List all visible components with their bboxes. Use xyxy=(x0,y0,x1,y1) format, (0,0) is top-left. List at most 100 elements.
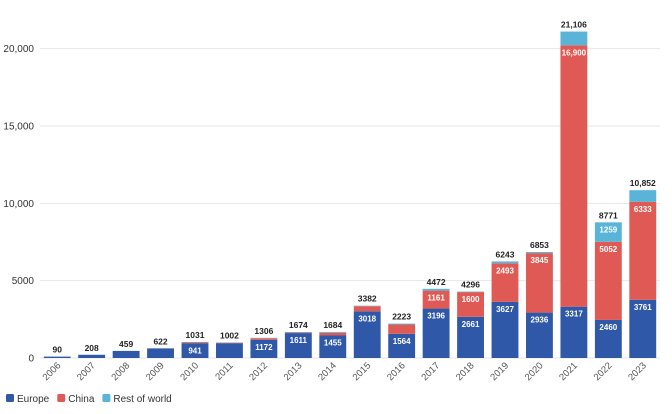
x-tick-label: 2019 xyxy=(488,360,511,383)
bar-segment-china xyxy=(319,332,347,336)
bar-total-label: 21,106 xyxy=(561,20,587,30)
bar-total-label: 1306 xyxy=(254,326,273,336)
bar-segment-europe xyxy=(43,356,71,358)
segment-value-label: 2936 xyxy=(531,316,549,325)
bar-total-label: 622 xyxy=(153,336,167,346)
bar-segment-china xyxy=(216,342,243,344)
bar-total-label: 3382 xyxy=(358,294,377,304)
segment-value-label: 2661 xyxy=(462,320,480,329)
bar-total-label: 1684 xyxy=(323,320,342,330)
bar-segment-china xyxy=(526,253,553,313)
legend-swatch xyxy=(6,394,14,402)
bar-segment-europe xyxy=(319,335,347,358)
bar-segment-china xyxy=(422,290,450,309)
bar-segment-europe xyxy=(457,316,484,358)
bar-segment-rest-of-world xyxy=(457,291,484,293)
bar-segment-rest-of-world xyxy=(526,252,553,254)
bar-segment-rest-of-world xyxy=(422,288,450,291)
segment-value-label: 3018 xyxy=(358,314,376,323)
segment-value-label: 3845 xyxy=(531,256,549,265)
bar-total-label: 6853 xyxy=(530,240,549,250)
segment-value-label: 16,900 xyxy=(562,48,587,57)
x-tick-label: 2018 xyxy=(454,360,477,383)
segment-value-label: 2460 xyxy=(599,323,617,332)
segment-value-label: 1611 xyxy=(290,336,308,345)
segment-value-label: 5052 xyxy=(599,245,617,254)
bar-total-label: 4296 xyxy=(461,280,480,290)
bar-segment-china xyxy=(181,342,209,344)
legend-label: Europe xyxy=(17,394,50,405)
y-tick-label: 20,000 xyxy=(3,44,34,55)
bar-segment-rest-of-world xyxy=(560,31,588,46)
bar-segment-europe xyxy=(594,319,622,358)
x-tick-label: 2020 xyxy=(523,360,546,383)
bar-total-label: 8771 xyxy=(599,210,618,220)
bar-segment-rest-of-world xyxy=(388,323,416,325)
x-axis: 2006 2007 2008 2009 2010 2011 2012 2013 2014 2015… xyxy=(41,360,649,383)
bar-segment-europe xyxy=(560,306,588,358)
segment-value-label: 2493 xyxy=(496,266,514,275)
legend: Europe China Rest of world xyxy=(6,394,172,405)
x-tick-label: 2006 xyxy=(41,360,64,383)
bar-segment-europe xyxy=(216,343,243,358)
bar-total-label: 459 xyxy=(119,339,133,349)
bar-segment-europe xyxy=(491,301,519,358)
bar-segment-europe xyxy=(629,299,657,358)
x-tick-label: 2022 xyxy=(592,360,615,383)
bar-segment-europe xyxy=(284,333,312,358)
segment-value-label: 3317 xyxy=(565,310,583,319)
bar-segment-rest-of-world xyxy=(216,342,243,344)
bar-segment-europe xyxy=(388,333,416,358)
bar-segment-china xyxy=(353,306,381,312)
bar-segment-china xyxy=(284,332,312,334)
bar-total-label: 4472 xyxy=(427,277,446,287)
bar-total-label: 1674 xyxy=(289,320,308,330)
x-tick-label: 2014 xyxy=(316,360,339,383)
bar-segment-rest-of-world xyxy=(284,332,312,333)
bar-segment-rest-of-world xyxy=(319,331,347,333)
bar-segment-rest-of-world xyxy=(594,222,622,242)
segment-value-label: 3761 xyxy=(634,303,652,312)
x-tick-label: 2010 xyxy=(178,360,201,383)
segment-value-label: 1455 xyxy=(324,338,342,347)
bar-segment-rest-of-world xyxy=(491,261,519,264)
y-axis: 0 5000 10,000 15,000 20,000 xyxy=(3,44,34,364)
data-labels: 90 208 459 622 941 1031 1002 1172 1306 1611 1674 14… xyxy=(52,20,656,356)
segment-value-label: 1172 xyxy=(255,343,273,352)
legend-label: China xyxy=(68,394,95,405)
segment-value-label: 941 xyxy=(188,346,202,355)
legend-swatch xyxy=(102,394,111,402)
y-tick-label: 15,000 xyxy=(3,122,34,133)
bar-total-label: 1002 xyxy=(220,331,239,341)
bar-total-label: 6243 xyxy=(496,249,515,259)
x-tick-label: 2021 xyxy=(557,360,580,383)
bar-segment-china xyxy=(491,263,519,302)
bar-segment-rest-of-world xyxy=(181,342,209,343)
bar-segment-rest-of-world xyxy=(250,337,278,339)
segment-value-label: 3627 xyxy=(496,305,514,314)
bar-segment-europe xyxy=(422,308,450,358)
x-tick-label: 2011 xyxy=(213,360,235,382)
bar-segment-china xyxy=(594,241,622,320)
x-tick-label: 2007 xyxy=(75,360,98,383)
segment-value-label: 1600 xyxy=(462,295,480,304)
y-tick-label: 5000 xyxy=(12,276,35,287)
x-tick-label: 2012 xyxy=(247,360,270,383)
segment-value-label: 1564 xyxy=(393,337,411,346)
x-tick-label: 2013 xyxy=(282,360,305,383)
bar-total-label: 1031 xyxy=(186,330,205,340)
x-tick-label: 2023 xyxy=(626,360,649,383)
x-tick-label: 2015 xyxy=(351,360,374,383)
bar-segment-china xyxy=(457,292,484,317)
bar-segment-europe xyxy=(78,354,106,358)
segment-value-label: 3196 xyxy=(427,312,445,321)
grid-lines xyxy=(40,48,660,359)
bar-segment-europe xyxy=(526,312,553,358)
bar-total-label: 90 xyxy=(52,345,62,355)
y-tick-label: 10,000 xyxy=(3,199,34,210)
x-tick-label: 2016 xyxy=(385,360,408,383)
bar-total-label: 208 xyxy=(85,343,99,353)
segment-value-label: 1161 xyxy=(427,294,445,303)
